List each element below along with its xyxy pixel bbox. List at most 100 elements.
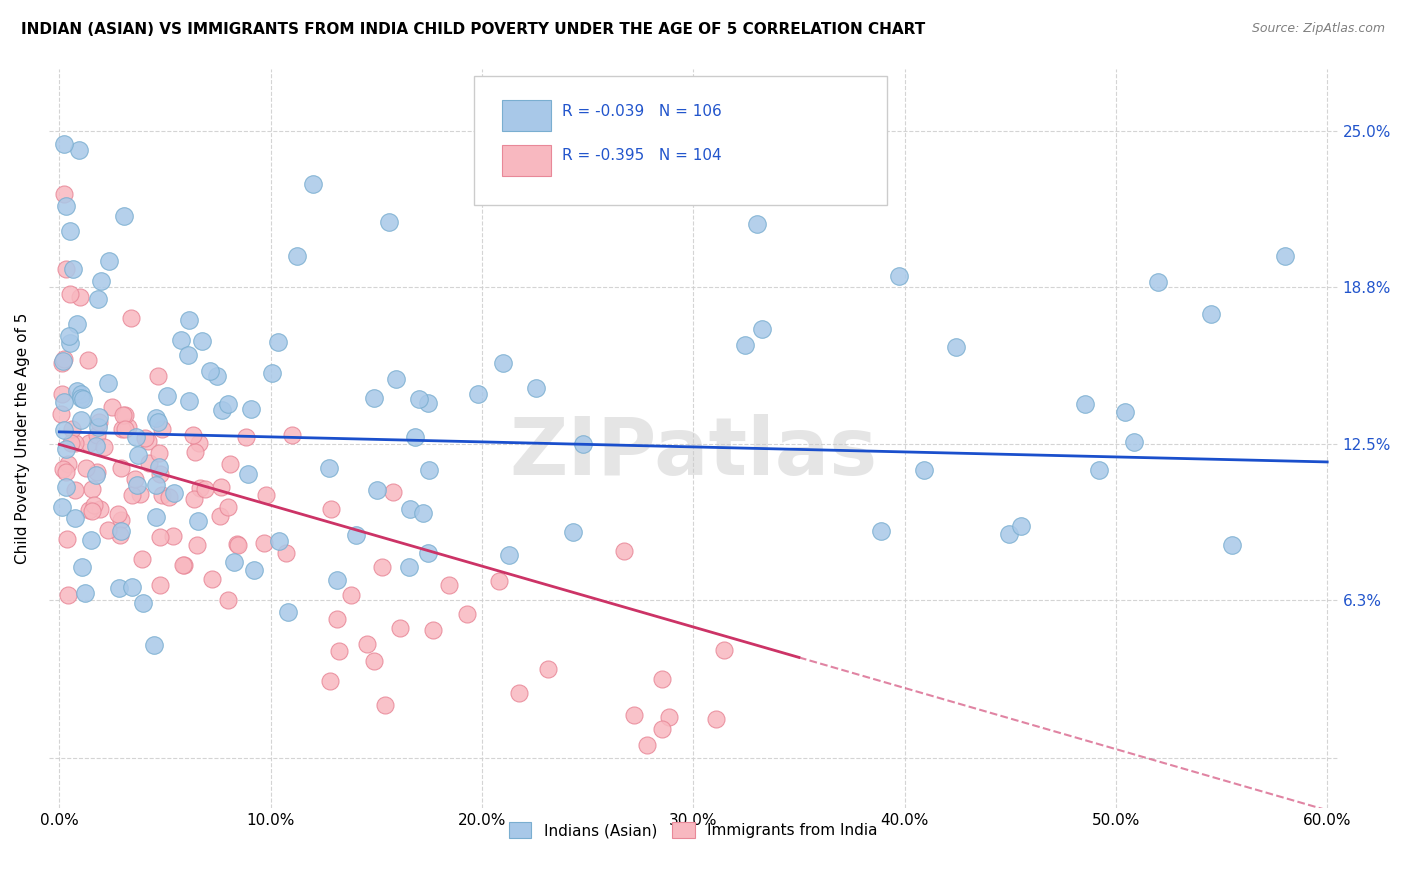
Point: [366, 483, 388, 498]
Point: [498, 548, 520, 562]
Point: [211, 403, 233, 417]
Point: [194, 483, 217, 497]
Point: [62, 262, 84, 277]
Point: [66, 384, 89, 398]
Point: [172, 558, 194, 573]
Text: R = -0.039   N = 106: R = -0.039 N = 106: [562, 103, 721, 119]
Point: [651, 723, 673, 737]
Point: [832, 125, 855, 139]
Point: [82, 504, 104, 518]
FancyBboxPatch shape: [502, 145, 551, 176]
Point: [260, 366, 283, 380]
Point: [157, 490, 180, 504]
Point: [508, 686, 530, 700]
Point: [97, 523, 120, 537]
Point: [277, 605, 299, 619]
Point: [96, 376, 118, 390]
Point: [889, 268, 911, 283]
Point: [219, 457, 242, 471]
Text: ZIPatlas: ZIPatlas: [509, 414, 877, 491]
Point: [51, 387, 73, 401]
Point: [89, 502, 111, 516]
Point: [59, 435, 82, 450]
Point: [114, 408, 136, 422]
Point: [734, 337, 756, 351]
Point: [408, 392, 430, 406]
Point: [183, 492, 205, 507]
Point: [562, 524, 585, 539]
Point: [524, 381, 547, 395]
Point: [302, 177, 325, 191]
Point: [285, 249, 308, 263]
Point: [117, 420, 139, 434]
Point: [945, 340, 967, 354]
Point: [56, 588, 79, 602]
Point: [112, 409, 135, 423]
Point: [56, 457, 79, 471]
Point: [404, 429, 426, 443]
Y-axis label: Child Poverty Under the Age of 5: Child Poverty Under the Age of 5: [15, 312, 30, 564]
Point: [385, 372, 408, 386]
Point: [378, 215, 401, 229]
Point: [121, 488, 143, 502]
Point: [107, 508, 129, 522]
Point: [1010, 519, 1032, 533]
Point: [55, 199, 77, 213]
Point: [183, 445, 205, 459]
Point: [162, 528, 184, 542]
Point: [75, 461, 97, 475]
Point: [69, 387, 91, 401]
Point: [1147, 275, 1170, 289]
Point: [344, 528, 367, 542]
Point: [138, 456, 160, 470]
Point: [87, 415, 110, 429]
Point: [1274, 250, 1296, 264]
Point: [188, 436, 211, 450]
Point: [281, 428, 304, 442]
Point: [127, 448, 149, 462]
Point: [1074, 397, 1097, 411]
Point: [146, 368, 169, 383]
Point: [374, 698, 396, 712]
Point: [72, 559, 94, 574]
Point: [173, 558, 195, 572]
Point: [321, 502, 343, 516]
Point: [177, 348, 200, 362]
Point: [146, 415, 169, 429]
Point: [318, 674, 340, 689]
Point: [658, 709, 681, 723]
Point: [70, 413, 93, 427]
Point: [149, 578, 172, 592]
Point: [416, 396, 439, 410]
Point: [63, 511, 86, 525]
Text: R = -0.395   N = 104: R = -0.395 N = 104: [562, 148, 721, 163]
Point: [371, 560, 394, 574]
Point: [209, 508, 232, 523]
Point: [121, 580, 143, 594]
Point: [86, 292, 108, 306]
Point: [745, 217, 768, 231]
Point: [356, 637, 378, 651]
Point: [51, 408, 73, 422]
Point: [713, 643, 735, 657]
Point: [201, 572, 224, 586]
Point: [636, 738, 658, 752]
Point: [363, 391, 385, 405]
Point: [177, 394, 200, 409]
Point: [228, 538, 250, 552]
Point: [55, 465, 77, 479]
Point: [274, 546, 297, 560]
Point: [150, 487, 173, 501]
Point: [149, 467, 172, 481]
Point: [363, 654, 385, 668]
Point: [51, 462, 73, 476]
Point: [751, 322, 773, 336]
Point: [198, 364, 221, 378]
Point: [209, 479, 232, 493]
Point: [136, 434, 159, 448]
Point: [84, 439, 107, 453]
Point: [183, 427, 205, 442]
Point: [188, 481, 211, 495]
Point: [651, 672, 673, 686]
Point: [65, 483, 87, 497]
